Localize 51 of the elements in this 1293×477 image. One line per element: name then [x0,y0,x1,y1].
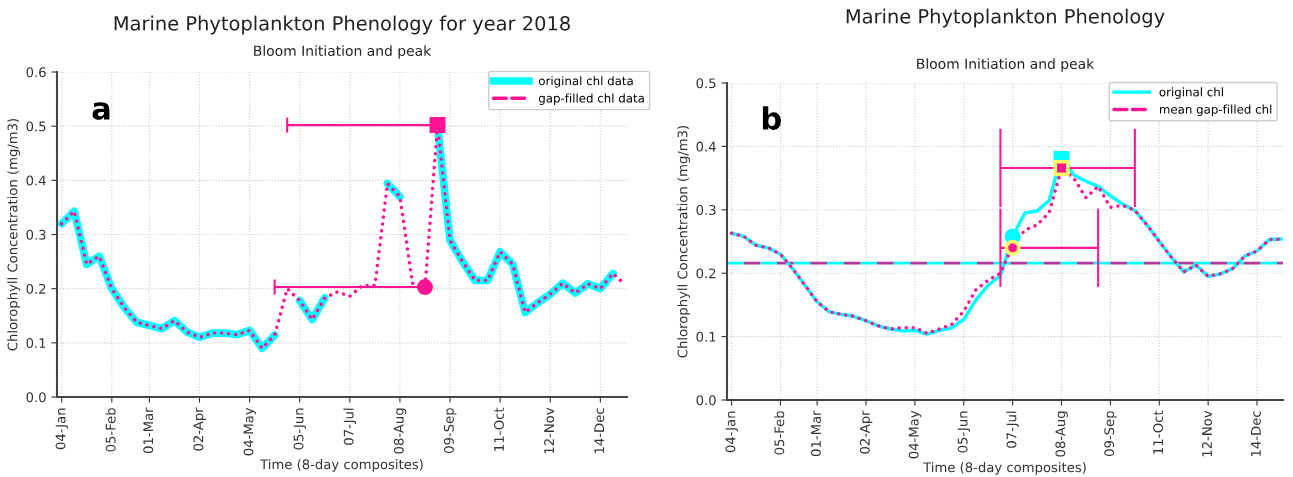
x-tick-label: 09-Sep [1104,411,1117,456]
y-tick-label: 0.4 [26,175,46,186]
x-axis-title: Time (8-day composites) [923,462,1086,475]
annotation: b [762,106,781,130]
x-tick-label: 14-Dec [594,408,605,454]
x-tick-label: 12-Nov [1202,410,1212,457]
y-tick-label: 0.6 [26,67,46,78]
x-tick-label: 11-Oct [494,407,504,451]
x-tick-label: 04-Jan [55,408,68,450]
x-tick-label: 05-Jun [293,408,306,450]
legend-label: gap-filled chl data [538,93,644,105]
legend-label: original chl [1159,87,1223,99]
x-tick-label: 02-Apr [859,410,873,454]
x-tick-label: 07-Jul [1006,411,1019,448]
legend-label: original chl data [538,76,633,88]
y-tick-label: 0.3 [26,229,46,240]
y-tick-label: 0.5 [26,121,46,132]
x-tick-label: 04-May [908,410,922,459]
x-tick-label: 02-Apr [193,407,206,451]
chart-subtitle: Bloom Initiation and peak [254,45,432,59]
y-tick-label: 0.0 [26,392,46,403]
x-tick-label: 01-Mar [810,410,821,456]
y-axis-title: Chlorophyll Concentration (mg/m3) [7,118,21,351]
x-tick-label: 04-May [243,407,256,456]
annotation: a [92,102,110,120]
chart-title: Marine Phytoplankton Phenology for year 2018 [114,15,570,35]
legend-label: mean gap-filled chl [1159,104,1272,117]
y-tick-label: 0.4 [696,141,716,152]
x-tick-label: 05-Jun [957,411,971,453]
y-tick-label: 0.1 [696,331,716,342]
x-axis-title: Time (8-day composites) [260,459,423,472]
x-tick-label: 14-Dec [1251,411,1261,457]
y-tick-label: 0.2 [26,283,46,294]
x-tick-label: 08-Aug [393,408,407,454]
x-tick-label: 05-Feb [774,411,785,455]
chart-subtitle: Bloom Initiation and peak [917,58,1095,72]
y-tick-label: 0.1 [26,338,46,349]
x-tick-label: 05-Feb [105,408,116,452]
y-tick-label: 0.3 [696,205,716,215]
x-tick-label: 04-Jan [725,411,738,453]
y-tick-label: 0.2 [696,268,716,279]
y-axis-title: Chlorophyll Concentration (mg/m3) [677,125,691,358]
x-tick-label: 07-Jul [343,408,357,445]
x-tick-label: 01-Mar [143,407,154,453]
x-tick-label: 09-Sep [443,408,457,453]
x-tick-label: 12-Nov [544,407,555,454]
x-tick-label: 08-Aug [1055,411,1068,457]
y-tick-label: 0.0 [696,395,716,406]
y-tick-label: 0.5 [696,78,716,89]
chart-title: Marine Phytoplankton Phenology [846,8,1165,28]
x-tick-label: 11-Oct [1153,410,1164,454]
